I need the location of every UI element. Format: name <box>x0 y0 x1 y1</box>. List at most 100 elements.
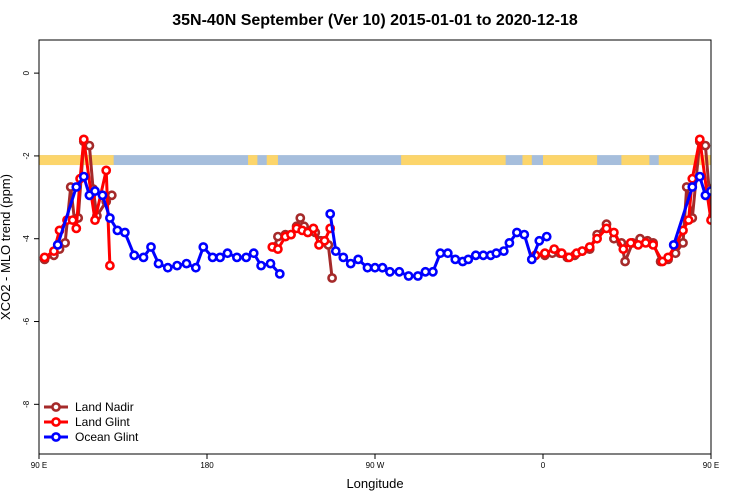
land-band-segment-0 <box>39 155 114 166</box>
ocean-glint-point <box>172 260 182 271</box>
y-tick-label-4: -8 <box>22 400 31 408</box>
land-glint-point <box>640 237 651 248</box>
y-tick-label-2: -4 <box>22 235 31 243</box>
land-glint-point <box>101 165 112 176</box>
land-band-segment-2 <box>266 155 278 166</box>
land-glint-point <box>663 252 673 263</box>
land-band-segment-6 <box>621 155 650 166</box>
ocean-glint-point <box>138 252 149 263</box>
ocean-glint-point <box>248 248 259 259</box>
land-nadir-point <box>719 198 726 205</box>
land-glint-point <box>319 235 330 246</box>
land-glint-point <box>584 242 595 252</box>
ocean-glint-point <box>384 266 395 277</box>
land-ocean-band <box>39 155 711 166</box>
ocean-glint-point <box>97 190 108 201</box>
x-tick-label-3: 0 <box>541 461 546 470</box>
ocean-glint-point <box>730 227 737 234</box>
land-glint-point <box>618 244 629 254</box>
land-glint-point <box>719 167 726 174</box>
y-tick-label-0: 0 <box>22 70 31 75</box>
y-axis-label: XCO2 - MLO trend (ppm) <box>0 174 13 320</box>
land-band-segment-4 <box>522 155 532 166</box>
ocean-glint-point <box>71 182 82 192</box>
land-nadir-point <box>678 237 688 248</box>
land-glint-point <box>39 252 50 263</box>
ocean-glint-point <box>747 252 750 259</box>
ocean-glint-point <box>330 246 341 256</box>
ocean-glint-point <box>722 214 729 221</box>
y-tick-label-1: -2 <box>22 152 31 160</box>
ocean-glint-point <box>129 250 140 261</box>
land-glint-point <box>71 223 82 234</box>
x-tick-label-1: 180 <box>200 461 214 470</box>
land-glint-point <box>625 237 636 248</box>
ocean-glint-point <box>412 271 423 281</box>
x-tick-label-0: 90 E <box>31 461 47 470</box>
ocean-glint-point <box>687 182 698 192</box>
ocean-glint-point <box>519 229 530 240</box>
ocean-glint-point <box>737 229 744 236</box>
land-glint-point <box>105 260 115 271</box>
land-band-segment-7 <box>658 155 711 166</box>
land-glint-point <box>633 239 644 250</box>
x-tick-label-4: 90 E <box>703 461 719 470</box>
ocean-glint-point <box>146 242 156 252</box>
ocean-glint-point <box>694 171 705 182</box>
ocean-glint-point <box>338 252 349 263</box>
y-axis: 0 -2 -4 -6 -8 <box>22 70 39 408</box>
land-glint-point <box>601 223 612 234</box>
land-glint-point <box>577 246 588 256</box>
ocean-glint-point <box>78 171 89 182</box>
ocean-glint-point <box>265 258 276 269</box>
ocean-glint-point <box>541 231 552 242</box>
ocean-glint-point <box>668 239 679 250</box>
land-glint-point <box>540 248 550 259</box>
ocean-glint-point <box>345 258 356 269</box>
land-glint-point <box>286 229 296 240</box>
ocean-glint-point <box>463 254 474 265</box>
legend-marker-land-nadir <box>51 402 61 412</box>
land-glint-point <box>67 215 78 225</box>
land-nadir-point <box>295 213 306 223</box>
ocean-glint-point <box>215 252 225 263</box>
land-nadir-point <box>327 273 337 283</box>
land-glint-point <box>549 244 560 254</box>
ocean-glint-point <box>706 186 711 196</box>
ocean-glint-point <box>420 266 431 277</box>
ocean-glint-point <box>362 262 373 273</box>
ocean-glint-point <box>491 248 502 259</box>
land-nadir-point <box>60 237 70 248</box>
ocean-glint-point <box>120 227 130 238</box>
land-glint-point <box>592 233 602 244</box>
ocean-glint-point <box>403 271 414 281</box>
land-band-segment-5 <box>543 155 598 166</box>
land-band-segment-1 <box>248 155 258 166</box>
x-axis: 90 E 180 90 W 0 90 E <box>31 454 719 470</box>
ocean-glint-point <box>498 246 509 256</box>
land-glint-point <box>722 262 729 269</box>
land-glint-point <box>78 134 89 145</box>
land-glint-point <box>308 223 319 234</box>
land-glint-point <box>683 215 694 225</box>
legend-marker-land-glint <box>51 417 61 427</box>
ocean-glint-point <box>370 262 380 273</box>
ocean-glint-point <box>52 239 63 250</box>
legend-label-ocean-glint: Ocean Glint <box>75 430 139 444</box>
ocean-glint-point <box>394 266 405 277</box>
ocean-band <box>39 155 711 166</box>
ocean-glint-point <box>534 235 545 246</box>
ocean-glint-point <box>207 252 218 263</box>
ocean-glint-point <box>162 262 173 273</box>
land-glint-point <box>556 248 567 259</box>
ocean-glint-point <box>105 213 115 223</box>
ocean-glint-point <box>715 192 722 199</box>
ocean-glint-point <box>190 262 201 273</box>
ocean-glint-point <box>377 262 388 273</box>
series-layer <box>39 134 750 283</box>
ocean-glint-point <box>222 248 233 259</box>
legend-marker-ocean-glint <box>51 432 61 442</box>
ocean-glint-point <box>274 268 285 279</box>
